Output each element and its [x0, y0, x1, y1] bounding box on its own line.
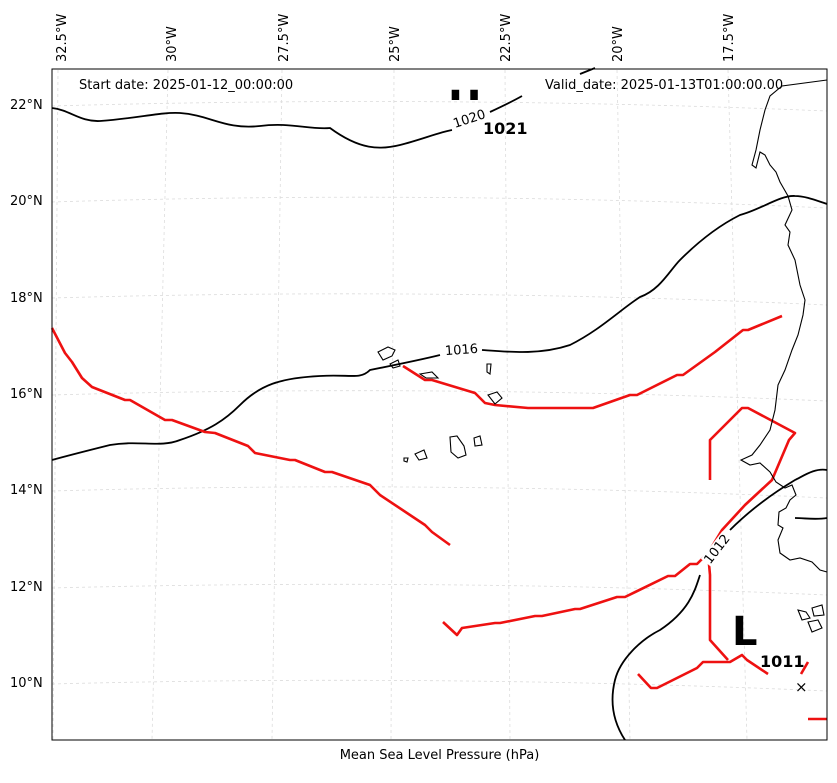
coast-africa	[739, 79, 828, 573]
lat-tick-label: 12°N	[10, 580, 43, 595]
island-sao-nicolau	[418, 371, 440, 379]
coastline	[377, 79, 828, 633]
isobars	[51, 67, 828, 741]
lat-tick-label: 16°N	[10, 387, 43, 402]
low-pressure-value: 1011	[760, 652, 805, 671]
map-frame	[51, 68, 828, 741]
island-fogo	[414, 449, 428, 461]
map-caption: Mean Sea Level Pressure (hPa)	[339, 748, 540, 763]
lon-tick-label: 25°W	[388, 26, 403, 62]
cross-marker: ×	[795, 678, 808, 696]
valid-date-label: Valid_date: 2025-01-13T01:00:00.00	[545, 78, 784, 93]
front-central	[402, 314, 783, 410]
front-tail	[799, 661, 810, 675]
lon-tick-label: 22.5°W	[499, 13, 514, 62]
lon-tick-label: 32.5°W	[55, 13, 70, 62]
high-pressure-value: 1021	[483, 119, 528, 138]
lat-tick-label: 20°N	[10, 194, 43, 209]
lon-tick-label: 17.5°W	[722, 13, 737, 62]
lat-tick-label: 18°N	[10, 291, 43, 306]
isobar-1020-east	[489, 95, 523, 113]
lon-tick-label: 27.5°W	[277, 13, 292, 62]
island-santiago	[449, 435, 467, 459]
fronts	[50, 314, 827, 721]
high-pressure-letter: H	[448, 83, 482, 129]
island-maio	[473, 435, 483, 447]
front-southeast	[637, 653, 769, 690]
front-loop	[706, 406, 797, 661]
isobar-label-1016: 1016	[443, 341, 480, 360]
coast-bijagos	[797, 604, 825, 633]
isobar-1016	[51, 195, 828, 461]
low-pressure-letter: L	[732, 609, 758, 655]
lat-tick-label: 10°N	[10, 676, 43, 691]
start-date-label: Start date: 2025-01-12_00:00:00	[79, 78, 294, 93]
island-santo-antao	[377, 346, 396, 361]
isobar-1020-west	[51, 107, 453, 149]
island-sao-vicente	[389, 359, 401, 369]
island-boa-vista	[487, 391, 503, 405]
lat-tick-label: 22°N	[10, 98, 43, 113]
island-brava	[403, 457, 409, 463]
front-south	[442, 552, 709, 637]
isobar-1012	[611, 468, 828, 741]
front-west	[50, 327, 451, 547]
island-sal	[486, 363, 492, 375]
lon-tick-label: 30°W	[165, 26, 180, 62]
lon-tick-label: 20°W	[611, 26, 626, 62]
lat-tick-label: 14°N	[10, 483, 43, 498]
graticule	[51, 69, 828, 741]
